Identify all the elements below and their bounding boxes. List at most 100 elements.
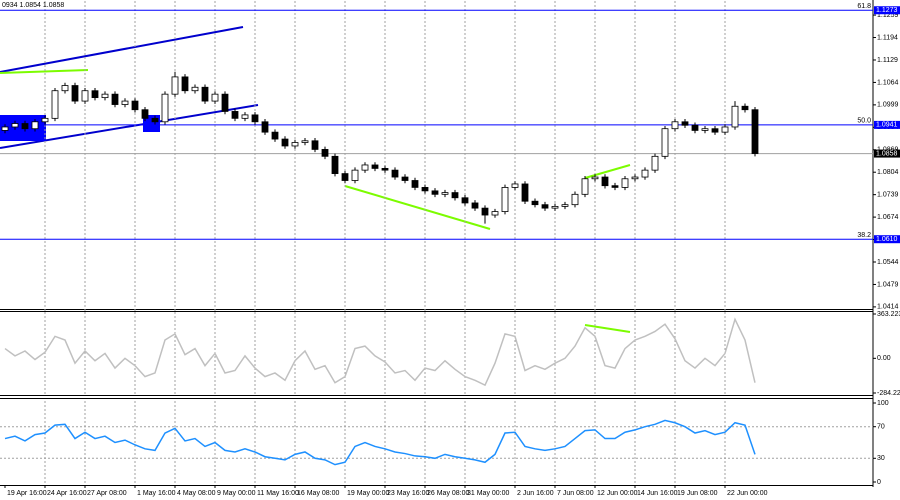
candle-body [621,178,629,188]
candle-body [151,117,159,123]
level-price-box [874,6,900,15]
candle-body [331,155,339,174]
level-price-box [874,235,900,244]
y-tick-label: 70 [877,424,885,431]
x-tick-label: 1 May 16:00 [137,490,176,497]
x-tick-label: 27 Apr 08:00 [87,490,127,497]
level-price-label: 1.0941 [876,122,898,129]
candle-body [471,202,479,209]
level-label: 38.2 [857,232,871,239]
x-tick-label: 2 Jun 16:00 [517,490,554,497]
candle-body [691,124,699,131]
candle-body [441,192,449,195]
candle-body [751,109,759,154]
y-tick-label: 1.1259 [877,12,899,19]
candle-body [301,140,309,143]
candle-body [11,123,19,128]
info-text: 0934 1.0854 1.0858 [2,2,64,9]
y-tick-label: 1.0479 [877,281,899,288]
candle-body [561,204,569,207]
x-tick-label: 9 May 00:00 [217,490,256,497]
level-price-label: 1.0610 [876,236,898,243]
candle-body [21,123,29,130]
last-price-label: 1.0858 [876,150,898,157]
x-tick-label: 11 May 16:00 [257,490,299,497]
candle-body [591,176,599,180]
candle-body [731,105,739,128]
candle-body [71,85,79,102]
y-tick-label: 0 [877,479,881,486]
channel-line [0,26,244,73]
y-tick-label: 1.1064 [877,79,899,86]
x-tick-label: 19 Apr 16:00 [7,490,47,497]
x-tick-label: 26 May 08:00 [427,490,470,497]
candle-body [371,164,379,169]
level-price-box [874,120,900,129]
level-label: 50.0 [857,118,871,125]
candle-body [611,185,619,188]
indicator-line [4,317,756,387]
x-tick-label: 12 Jun 00:00 [597,490,638,497]
candle-body [61,85,69,92]
candle-body [41,117,49,123]
candle-body [451,192,459,199]
candle-body [131,100,139,111]
x-tick-label: 14 Jun 16:00 [637,490,678,497]
candle-body [711,128,719,133]
y-tick-label: 1.0544 [877,259,899,266]
candle-body [261,121,269,133]
candle-body [211,93,219,102]
candle-body [141,109,149,119]
candle-body [361,164,369,171]
divergence-line [344,185,491,230]
candle-body [671,121,679,130]
candle-body [461,197,469,204]
candle-body [101,93,109,99]
candle-body [241,114,249,119]
candle-body [391,169,399,178]
x-tick-label: 4 May 08:00 [177,490,216,497]
candle-body [581,178,589,195]
candle-body [91,90,99,99]
candle-body [161,93,169,123]
candle-body [181,76,189,92]
candle-body [411,180,419,188]
y-tick-label: 1.0804 [877,169,899,176]
x-tick-label: 7 Jun 08:00 [557,490,594,497]
divergence-line [584,324,631,333]
candle-body [1,126,9,131]
candle-body [481,207,489,216]
candle-body [381,168,389,171]
candle-body [401,176,409,181]
candle-body [551,206,559,209]
candle-body [571,193,579,206]
divergence-line [584,164,631,179]
y-tick-label: -284.224 [877,390,900,397]
last-price-box [874,149,900,158]
candle-body [111,93,119,105]
candle-body [491,211,499,216]
indicator-line [4,419,756,466]
candle-body [201,86,209,102]
x-tick-label: 24 Apr 16:00 [47,490,87,497]
candle-body [171,76,179,95]
x-tick-label: 22 Jun 00:00 [727,490,768,497]
candle-body [661,128,669,157]
candle-body [51,90,59,119]
candle-body [531,200,539,206]
y-tick-label: 1.0739 [877,192,899,199]
candle-body [341,173,349,181]
y-tick-label: 0.00 [877,355,891,362]
y-tick-label: 1.1194 [877,34,898,41]
candle-body [31,121,39,130]
candle-body [431,190,439,195]
candle-body [651,155,659,171]
candle-body [721,126,729,133]
x-tick-label: 16 May 08:00 [297,490,340,497]
divergence-line [0,69,89,74]
candle-body [541,204,549,209]
level-label: 61.8 [857,3,871,10]
